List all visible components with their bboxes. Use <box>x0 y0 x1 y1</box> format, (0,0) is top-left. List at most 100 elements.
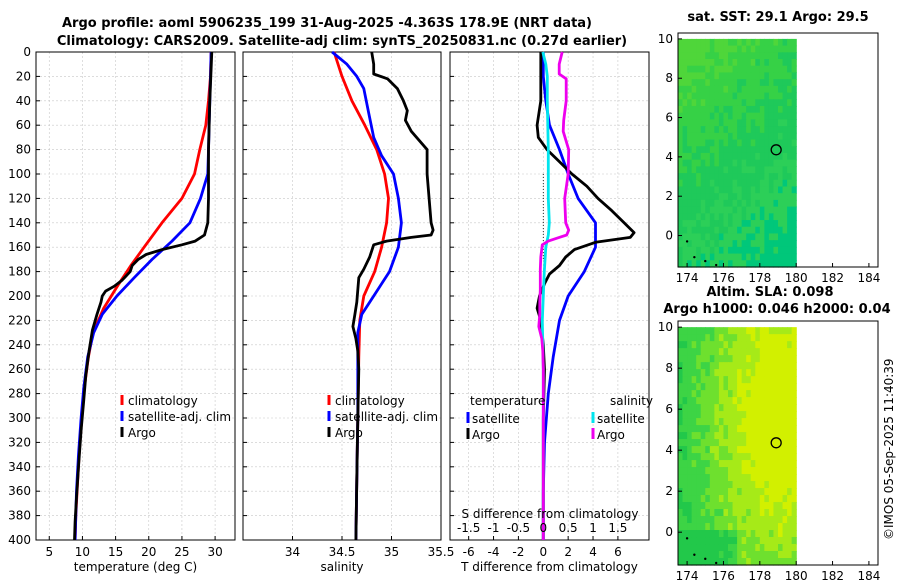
sat-sst-map-cell <box>759 139 765 147</box>
sat-sst-map-cell <box>700 220 706 228</box>
altim-sla-map-cell <box>782 418 788 426</box>
sat-sst-map-cell <box>714 119 720 127</box>
sat-sst-map-cell <box>682 59 688 67</box>
sat-sst-map-cell <box>778 65 784 74</box>
altim-sla-map-cell <box>723 383 729 391</box>
sat-sst-map-cell <box>687 92 693 100</box>
sat-sst-map-cell <box>737 166 743 174</box>
sat-sst-map-cell <box>696 233 702 241</box>
sat-sst-map-cell <box>709 260 715 268</box>
altim-sla-map-cell <box>682 383 688 391</box>
altim-sla-map-cell <box>691 544 697 552</box>
salinity-diff-axis-label: S difference from climatology <box>462 507 639 521</box>
altim-sla-map-cell <box>787 446 793 454</box>
sat-sst-map-cell <box>768 186 775 194</box>
sat-sst-map-cell <box>750 85 756 94</box>
sat-sst-map-cell <box>700 213 706 221</box>
sat-sst-map-cell <box>759 260 765 268</box>
altim-sla-map-cell <box>696 544 702 552</box>
altim-sla-map-cell <box>691 369 697 377</box>
sat-sst-map-cell <box>764 139 770 147</box>
sat-sst-map-cell <box>778 99 784 107</box>
altim-sla-map-cell <box>778 537 784 545</box>
altim-sla-map-cell <box>782 432 788 440</box>
sat-sst-map-cell <box>764 179 770 188</box>
sat-sst-map-cell <box>750 206 756 214</box>
altim-sla-map-cell <box>764 334 770 342</box>
sat-sst-map-cell <box>700 119 706 127</box>
altim-sla-map-cell <box>723 460 729 468</box>
altim-sla-map-cell <box>746 348 752 356</box>
sat-sst-map-cell <box>746 112 752 121</box>
altim-sla-map-cell <box>709 383 715 391</box>
sat-sst-map-cell <box>687 166 693 174</box>
altim-sla-map-cell <box>682 369 688 377</box>
sat-sst-map-cell <box>687 206 693 214</box>
sat-sst-map-cell <box>768 159 775 167</box>
altim-sla-map-cell <box>691 334 697 342</box>
altim-sla-map-cell <box>687 467 693 475</box>
altim-sla-map-cell <box>700 495 706 503</box>
altim-sla-map-cell <box>728 523 734 531</box>
altim-sla-map-cell <box>714 523 720 531</box>
sat-sst-map-cell <box>723 105 729 114</box>
sat-sst-map-cell <box>700 132 706 141</box>
altim-sla-map-cell <box>750 376 756 384</box>
altim-sla-map-cell <box>759 537 765 545</box>
altim-sla-map-cell <box>682 523 688 531</box>
sat-sst-map-xtick-label: 182 <box>821 271 844 285</box>
altim-sla-map-cell <box>696 509 702 517</box>
altim-sla-map-cell <box>691 404 697 412</box>
altim-sla-map-cell <box>759 348 765 356</box>
sat-sst-map-cell <box>700 193 706 201</box>
altim-sla-map-cell <box>741 502 747 510</box>
altim-sla-map-cell <box>741 516 747 524</box>
altim-sla-map-cell <box>746 467 752 475</box>
altim-sla-map-cell <box>687 523 693 531</box>
sat-sst-map-cell <box>718 233 725 241</box>
altim-sla-map-cell <box>755 495 761 503</box>
altim-sla-map-cell <box>741 439 747 447</box>
altim-sla-map-cell <box>732 411 738 419</box>
sat-sst-map-cell <box>714 45 720 53</box>
sat-sst-map-cell <box>682 166 688 174</box>
sat-sst-map-xtick-label: 184 <box>857 271 880 285</box>
sat-sst-map-cell <box>746 59 752 67</box>
altim-sla-map-cell <box>678 341 684 349</box>
altim-sla-map-cell <box>746 516 752 524</box>
sat-sst-map-cell <box>723 139 729 147</box>
sat-sst-map-cell <box>787 105 793 114</box>
altim-sla-map-cell <box>764 509 770 517</box>
sat-sst-map-cell <box>746 105 752 114</box>
sat-sst-map-cell <box>746 72 752 80</box>
altim-sla-map-cell <box>773 425 779 433</box>
sat-sst-map-cell <box>755 179 761 188</box>
altim-sla-map-cell <box>791 432 797 440</box>
altim-sla-map-cell <box>709 362 715 370</box>
altim-sla-map-cell <box>755 404 761 412</box>
sat-sst-map-cell <box>741 260 747 268</box>
sat-sst-map-cell <box>782 226 788 235</box>
altim-sla-map-cell <box>687 390 693 398</box>
sat-sst-map-cell <box>782 253 788 261</box>
altim-sla-map-cell <box>732 481 738 489</box>
sat-sst-map-cell <box>741 72 747 80</box>
sat-sst-map-cell <box>764 85 770 94</box>
sat-sst-map-cell <box>678 186 684 194</box>
altim-sla-map-cell <box>723 404 729 412</box>
altim-sla-map-cell <box>778 397 784 405</box>
altim-sla-map-cell <box>764 453 770 461</box>
altim-sla-map-cell <box>732 425 738 433</box>
altim-sla-map-cell <box>737 502 743 510</box>
altim-sla-map-cell <box>705 334 711 342</box>
altim-sla-map-cell <box>696 404 702 412</box>
altim-sla-map-cell <box>723 355 729 363</box>
altim-sla-map-cell <box>755 460 761 468</box>
altim-sla-map-cell <box>773 390 779 398</box>
altim-sla-map-cell <box>755 439 761 447</box>
altim-sla-map-cell <box>737 425 743 433</box>
altim-sla-map-cell <box>764 460 770 468</box>
altim-sla-map-cell <box>773 362 779 370</box>
sat-sst-map-cell <box>691 105 697 114</box>
sat-sst-map-cell <box>741 92 747 100</box>
